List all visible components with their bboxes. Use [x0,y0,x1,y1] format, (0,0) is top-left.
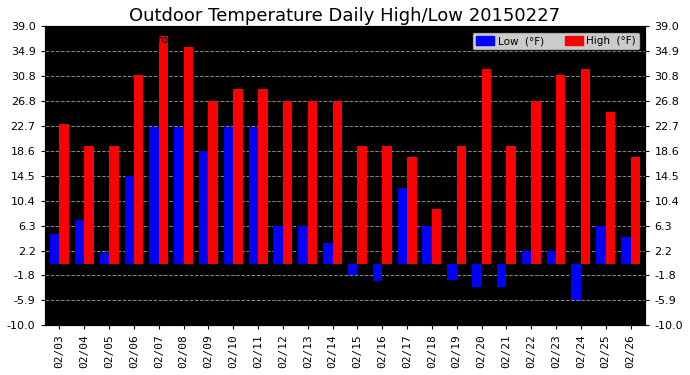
Bar [357,146,367,264]
Bar [109,146,119,264]
Bar [298,226,308,264]
Bar [432,209,442,264]
Bar [199,151,208,264]
Bar [124,176,134,264]
Bar [283,101,293,264]
Bar [522,251,531,264]
Bar [224,127,233,264]
Bar [382,146,392,264]
Bar [621,237,631,264]
Bar [556,75,566,264]
Bar [373,264,382,281]
Bar [407,157,417,264]
Bar [631,157,640,264]
Text: Copyright 2015 Cartronics.com: Copyright 2015 Cartronics.com [50,36,214,45]
Bar [59,124,69,264]
Title: Outdoor Temperature Daily High/Low 20150227: Outdoor Temperature Daily High/Low 20150… [130,7,560,25]
Legend: Low  (°F), High  (°F): Low (°F), High (°F) [471,32,640,50]
Bar [497,264,506,288]
Bar [84,146,94,264]
Bar [596,226,606,264]
Bar [348,264,357,275]
Bar [571,264,581,300]
Bar [149,127,159,264]
Bar [531,101,541,264]
Bar [248,127,258,264]
Bar [422,226,432,264]
Bar [233,89,243,264]
Bar [258,89,268,264]
Bar [50,234,59,264]
Bar [482,69,491,264]
Bar [134,75,144,264]
Bar [457,146,466,264]
Bar [184,47,193,264]
Bar [397,188,407,264]
Bar [447,264,457,279]
Bar [75,220,84,264]
Bar [208,101,218,264]
Bar [333,101,342,264]
Bar [159,36,168,264]
Bar [308,101,317,264]
Bar [546,251,556,264]
Bar [100,254,109,264]
Bar [273,226,283,264]
Bar [323,243,333,264]
Bar [472,264,482,288]
Bar [606,112,615,264]
Bar [506,146,516,264]
Bar [174,127,184,264]
Bar [581,69,590,264]
